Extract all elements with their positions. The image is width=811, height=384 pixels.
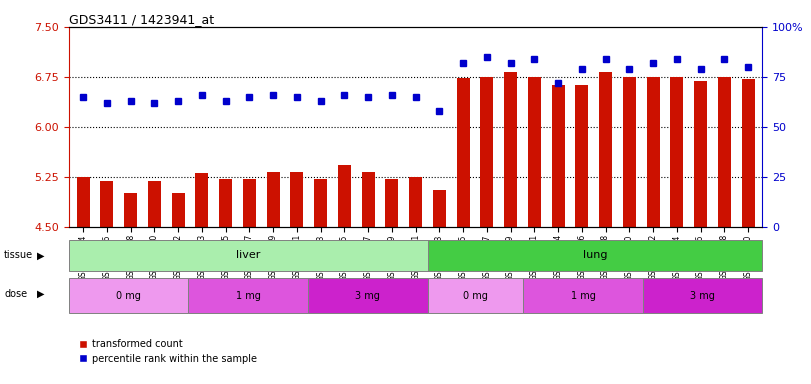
Bar xyxy=(290,172,303,227)
Bar xyxy=(409,177,423,227)
Bar xyxy=(427,278,523,313)
Bar xyxy=(575,86,589,227)
Bar xyxy=(551,86,564,227)
Bar xyxy=(741,79,754,227)
Bar xyxy=(148,181,161,227)
Bar xyxy=(69,278,188,313)
Bar xyxy=(267,172,280,227)
Text: dose: dose xyxy=(4,289,28,299)
Bar xyxy=(124,193,137,227)
Bar xyxy=(599,72,612,227)
Bar xyxy=(195,173,208,227)
Text: 0 mg: 0 mg xyxy=(116,291,141,301)
Bar xyxy=(314,179,327,227)
Text: liver: liver xyxy=(236,250,260,260)
Bar xyxy=(646,77,659,227)
Bar xyxy=(385,179,398,227)
Text: GDS3411 / 1423941_at: GDS3411 / 1423941_at xyxy=(69,13,214,26)
Bar xyxy=(242,179,256,227)
Bar xyxy=(101,181,114,227)
Bar xyxy=(188,278,308,313)
Bar xyxy=(338,166,351,227)
Text: lung: lung xyxy=(583,250,607,260)
Bar xyxy=(480,77,493,227)
Bar xyxy=(69,240,427,271)
Bar xyxy=(623,77,636,227)
Bar xyxy=(219,179,232,227)
Text: 0 mg: 0 mg xyxy=(463,291,488,301)
Bar xyxy=(718,77,731,227)
Legend: transformed count, percentile rank within the sample: transformed count, percentile rank withi… xyxy=(74,335,261,368)
Bar xyxy=(528,77,541,227)
Text: 1 mg: 1 mg xyxy=(236,291,260,301)
Bar xyxy=(362,172,375,227)
Bar xyxy=(694,81,707,227)
Bar xyxy=(643,278,762,313)
Text: tissue: tissue xyxy=(4,250,33,260)
Bar xyxy=(172,193,185,227)
Text: ▶: ▶ xyxy=(37,250,45,260)
Bar xyxy=(427,240,762,271)
Bar xyxy=(77,177,90,227)
Bar xyxy=(504,72,517,227)
Bar xyxy=(457,78,470,227)
Bar xyxy=(523,278,643,313)
Bar xyxy=(671,77,684,227)
Bar xyxy=(308,278,427,313)
Text: 1 mg: 1 mg xyxy=(571,291,595,301)
Text: 3 mg: 3 mg xyxy=(355,291,380,301)
Bar xyxy=(433,190,446,227)
Text: ▶: ▶ xyxy=(37,289,45,299)
Text: 3 mg: 3 mg xyxy=(690,291,715,301)
